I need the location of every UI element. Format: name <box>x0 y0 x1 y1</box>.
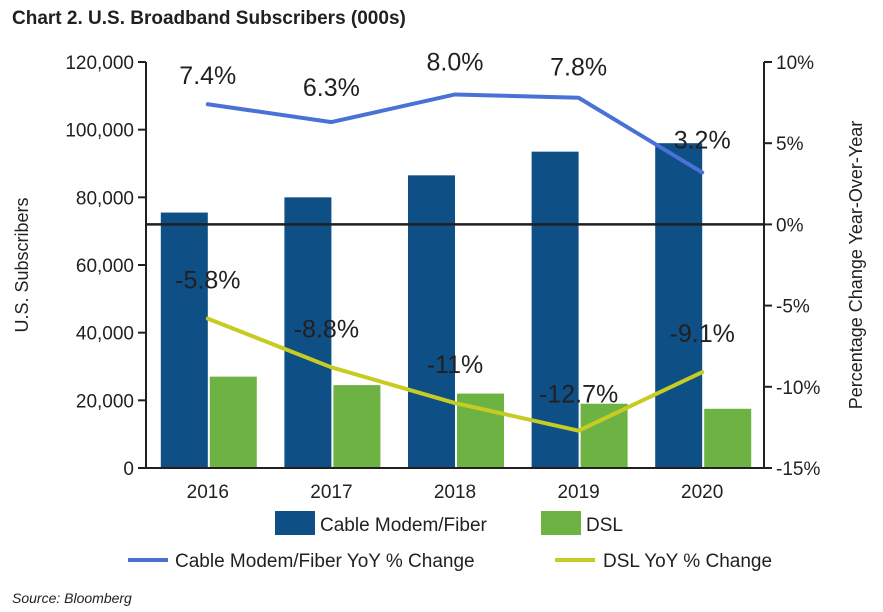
left-axis-title: U.S. Subscribers <box>12 197 32 332</box>
left-tick-label: 0 <box>123 459 134 480</box>
right-tick-label: -15% <box>776 459 820 480</box>
right-tick-label: -10% <box>776 378 820 399</box>
x-tick-label-2017: 2017 <box>310 482 352 503</box>
cable-yoy-line <box>205 92 705 175</box>
source-note: Source: Bloomberg <box>12 590 132 606</box>
right-axis-title: Percentage Change Year-Over-Year <box>846 121 866 410</box>
legend-label-dsl-bar: DSL <box>586 515 623 536</box>
cable-bar-2017 <box>284 197 332 469</box>
dsl-yoy-label-2020: -9.1% <box>670 320 735 348</box>
chart-title: Chart 2. U.S. Broadband Subscribers (000… <box>12 8 406 29</box>
cable-yoy-label-2020: 3.2% <box>674 126 731 154</box>
right-tick-label: 10% <box>776 53 814 74</box>
dsl-bar-2017 <box>333 385 381 468</box>
legend-swatch-dsl-bar <box>541 511 581 535</box>
left-tick-label: 100,000 <box>65 121 134 142</box>
x-tick-label-2020: 2020 <box>681 482 723 503</box>
cable-yoy-label-2016: 7.4% <box>179 62 236 90</box>
left-tick-label: 20,000 <box>76 391 134 412</box>
dsl-yoy-line <box>205 316 705 433</box>
cable-yoy-label-2017: 6.3% <box>303 74 360 102</box>
left-tick-label: 80,000 <box>76 188 134 209</box>
legend-label-cable-yoy: Cable Modem/Fiber YoY % Change <box>175 551 475 572</box>
x-tick-label-2016: 2016 <box>187 482 229 503</box>
dsl-yoy-label-2016: -5.8% <box>175 267 240 295</box>
dsl-bar-2016 <box>209 376 257 468</box>
x-tick-label-2019: 2019 <box>557 482 599 503</box>
right-tick-label: 5% <box>776 134 804 155</box>
dsl-yoy-label-2019: -12.7% <box>539 381 618 409</box>
dsl-bar-2020 <box>704 408 752 468</box>
right-tick-label: -5% <box>776 297 810 318</box>
dsl-yoy-label-2018: -11% <box>427 351 484 379</box>
dsl-bar-2019 <box>580 403 628 468</box>
dsl-yoy-label-2017: -8.8% <box>294 315 359 343</box>
cable-yoy-label-2019: 7.8% <box>550 54 607 82</box>
x-tick-label-2018: 2018 <box>434 482 476 503</box>
cable-yoy-label-2018: 8.0% <box>427 48 484 76</box>
legend-label-cable-bar: Cable Modem/Fiber <box>320 515 488 536</box>
cable-bar-2016 <box>160 212 208 468</box>
cable-bar-2019 <box>531 151 579 469</box>
right-tick-label: 0% <box>776 215 804 236</box>
legend-swatch-cable-bar <box>275 511 315 535</box>
left-tick-label: 40,000 <box>76 324 134 345</box>
cable-bar-2020 <box>655 143 703 468</box>
cable-bar-2018 <box>408 175 455 468</box>
left-tick-label: 120,000 <box>65 53 134 74</box>
left-tick-label: 60,000 <box>76 256 134 277</box>
legend-label-dsl-yoy: DSL YoY % Change <box>603 551 772 572</box>
